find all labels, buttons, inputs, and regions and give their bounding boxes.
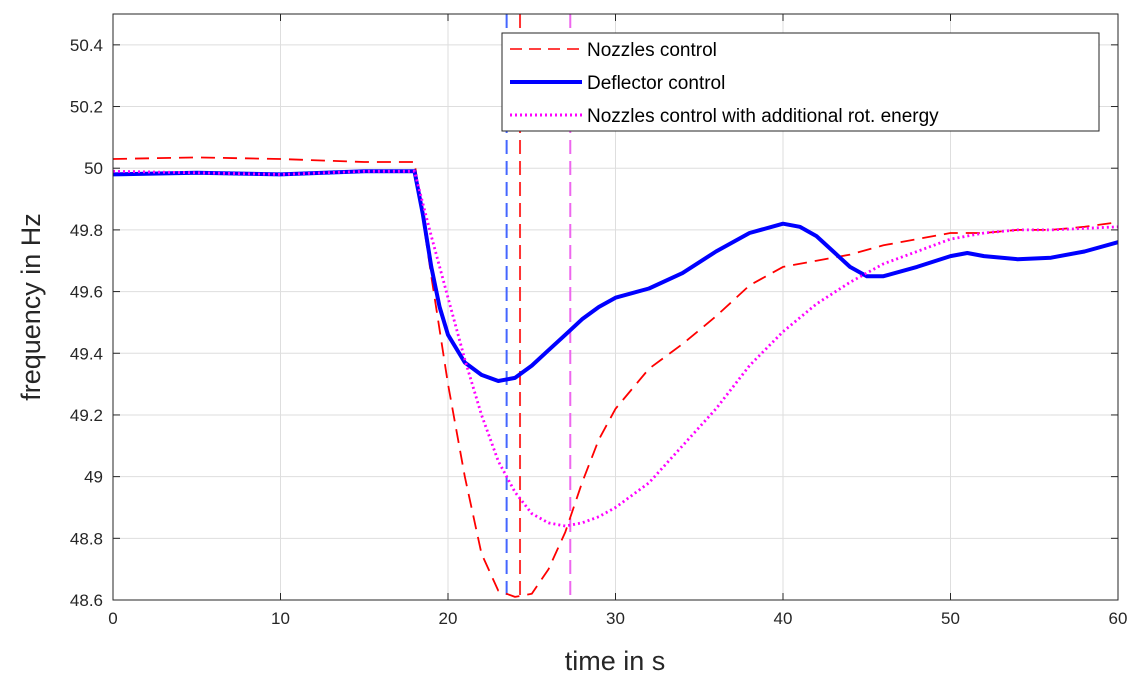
- y-tick-label: 50: [84, 159, 103, 178]
- y-tick-label: 49: [84, 468, 103, 487]
- series-lines: [112, 156, 1119, 598]
- x-axis-label: time in s: [565, 646, 666, 676]
- plot-frame: [112, 13, 1119, 601]
- x-tick-label: 50: [941, 609, 960, 628]
- legend-label-deflector: Deflector control: [587, 73, 725, 94]
- x-tick-label: 60: [1109, 609, 1128, 628]
- y-tick-label: 49.4: [70, 344, 103, 363]
- x-tick-label: 30: [606, 609, 625, 628]
- y-tick-label: 48.6: [70, 591, 103, 610]
- series-line-nozzles-rot-energy: [112, 169, 1119, 528]
- y-tick-label: 49.6: [70, 283, 103, 302]
- y-tick-label: 50.4: [70, 36, 103, 55]
- y-tick-label: 49.8: [70, 221, 103, 240]
- x-tick-labels: 0 10 20 30 40 50 60: [108, 609, 1127, 628]
- y-tick-label: 48.8: [70, 529, 103, 548]
- series-line-nozzles-control: [112, 156, 1119, 598]
- legend-label-nozzles-rot-energy: Nozzles control with additional rot. ene…: [587, 106, 939, 127]
- y-tick-label: 50.2: [70, 98, 103, 117]
- y-axis-label: frequency in Hz: [16, 213, 46, 401]
- y-tick-label: 49.2: [70, 406, 103, 425]
- series-line-deflector-control: [112, 169, 1119, 383]
- legend-box: [501, 32, 1100, 132]
- x-tick-label: 40: [774, 609, 793, 628]
- x-tick-label: 10: [271, 609, 290, 628]
- legend-label-nozzles: Nozzles control: [587, 40, 717, 61]
- y-tick-labels: 48.6 48.8 49 49.2 49.4 49.6 49.8 50 50.2 50.4: [70, 36, 103, 610]
- x-tick-label: 0: [108, 609, 117, 628]
- legend: Nozzles control Deflector control Nozzle…: [501, 32, 1100, 132]
- x-tick-label: 20: [439, 609, 458, 628]
